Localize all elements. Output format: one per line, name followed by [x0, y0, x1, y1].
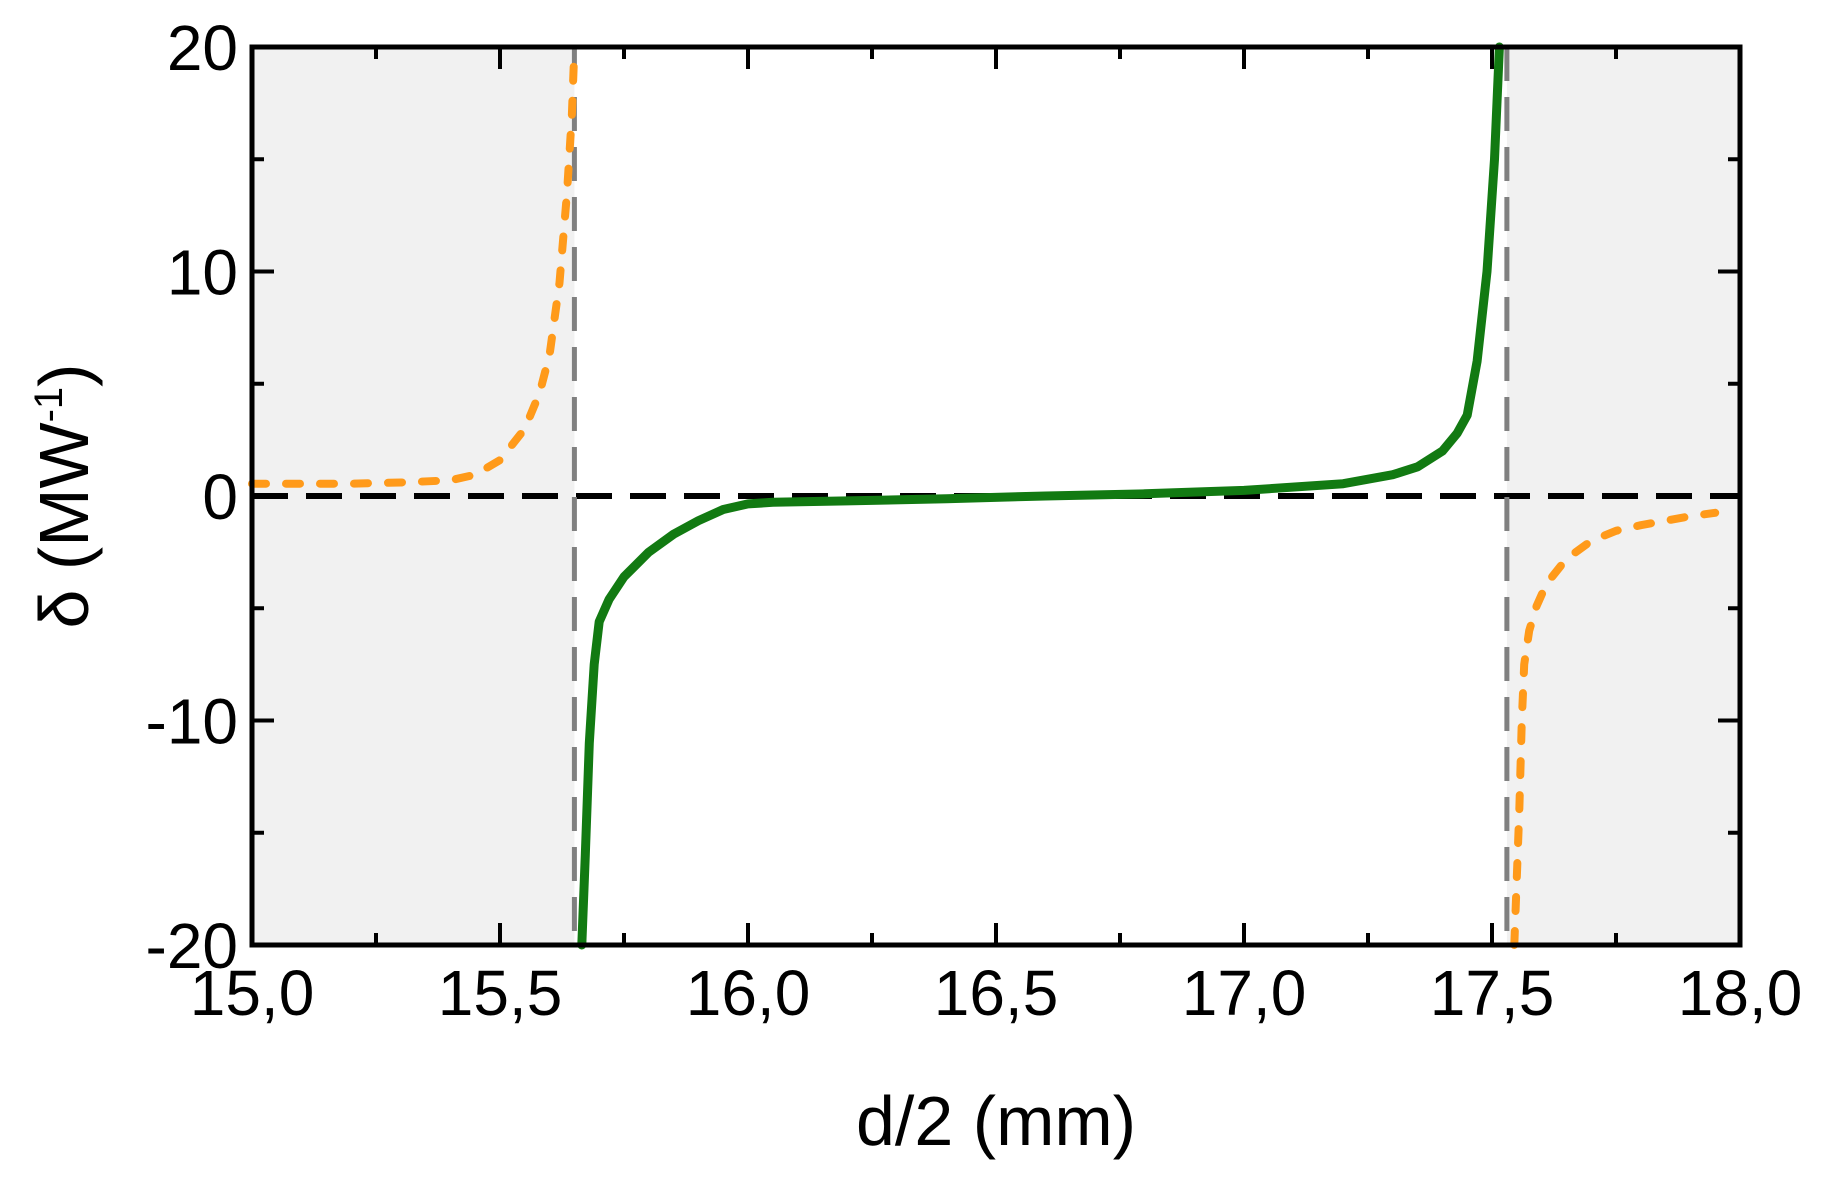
y-tick-label: 10: [167, 237, 238, 309]
x-tick-label: 15,5: [438, 957, 563, 1029]
series-line-1: [248, 43, 579, 488]
x-tick-labels: 15,0 15,5 16,0 16,5 17,0 17,5 18,0: [190, 957, 1803, 1029]
y-tick-label: -20: [146, 910, 239, 982]
y-axis-label: δ (MW-1): [25, 364, 103, 629]
y-tick-label: -10: [146, 686, 239, 758]
x-axis-label: d/2 (mm): [856, 1082, 1136, 1160]
x-tick-label: 17,5: [1430, 957, 1555, 1029]
y-tick-labels: -20 -10 0 10 20: [146, 12, 239, 982]
y-axis-label-close: ): [25, 364, 103, 387]
x-tick-label: 18,0: [1678, 957, 1803, 1029]
series-line-0: [577, 42, 1504, 950]
shaded-region-0: [252, 47, 575, 945]
x-tick-label: 15,0: [190, 957, 315, 1029]
x-tick-label: 17,0: [1182, 957, 1307, 1029]
y-axis-label-superscript: -1: [27, 387, 71, 423]
y-axis-label-main: δ (MW: [25, 422, 103, 628]
x-tick-label: 16,5: [934, 957, 1059, 1029]
y-tick-label: 20: [167, 12, 238, 84]
ticks: [250, 45, 1742, 947]
y-tick-label: 0: [202, 461, 238, 533]
reference-lines: [252, 47, 1740, 945]
x-tick-label: 16,0: [686, 957, 811, 1029]
series-layer: [248, 42, 1720, 950]
